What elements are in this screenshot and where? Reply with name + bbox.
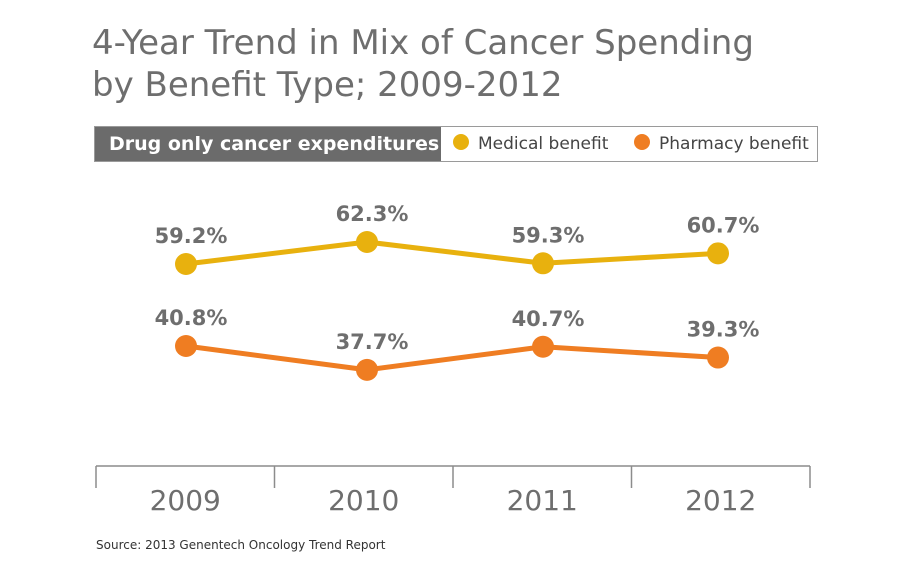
data-point (532, 252, 554, 275)
data-label: 39.3% (687, 318, 760, 342)
chart-title-line-2: by Benefit Type; 2009-2012 (92, 65, 563, 105)
x-tick-label: 2009 (150, 484, 221, 517)
data-label: 60.7% (687, 213, 760, 237)
data-label: 59.3% (512, 223, 585, 247)
data-point (356, 230, 378, 253)
legend-swatch-pharmacy-benefit (634, 134, 650, 150)
data-point (356, 358, 378, 381)
legend-swatch-medical-benefit (453, 134, 469, 150)
legend-label-medical-benefit: Medical benefit (478, 134, 609, 154)
data-label: 62.3% (336, 202, 409, 226)
series-line (185, 239, 719, 267)
source-note: Source: 2013 Genentech Oncology Trend Re… (96, 538, 386, 552)
series-line (185, 343, 719, 373)
chart-title: 4-Year Trend in Mix of Cancer Spending b… (92, 22, 882, 106)
data-point (175, 335, 197, 357)
data-label: 59.2% (155, 224, 228, 248)
legend: Drug only cancer expenditures Medical be… (94, 126, 818, 162)
data-point (707, 346, 729, 369)
x-tick-label: 2011 (507, 484, 578, 517)
data-point (532, 335, 554, 358)
data-point (175, 253, 197, 275)
legend-label-pharmacy-benefit: Pharmacy benefit (659, 134, 809, 154)
legend-item-pharmacy-benefit: Pharmacy benefit (634, 127, 809, 161)
legend-header: Drug only cancer expenditures (95, 127, 441, 161)
data-label: 37.7% (336, 330, 409, 354)
x-tick-label: 2012 (685, 484, 756, 517)
data-point (707, 242, 729, 265)
x-tick-label: 2010 (328, 484, 399, 517)
data-label: 40.7% (512, 307, 585, 331)
data-label: 40.8% (155, 306, 228, 330)
chart-title-line-1: 4-Year Trend in Mix of Cancer Spending (92, 23, 754, 63)
legend-item-medical-benefit: Medical benefit (453, 127, 608, 161)
